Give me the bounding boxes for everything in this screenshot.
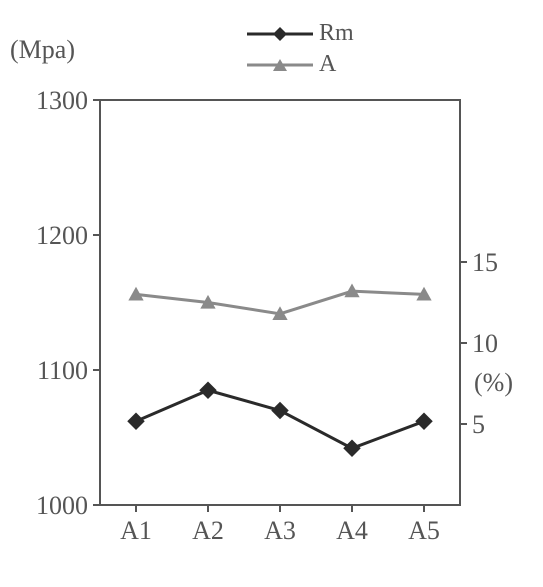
svg-text:5: 5 — [472, 410, 485, 439]
svg-text:1100: 1100 — [37, 356, 88, 385]
svg-text:A2: A2 — [192, 516, 224, 545]
svg-text:A1: A1 — [120, 516, 152, 545]
svg-text:A4: A4 — [336, 516, 368, 545]
series-a — [128, 284, 431, 320]
y2-ticks: 5 10 15 — [460, 248, 498, 439]
svg-text:10: 10 — [472, 329, 498, 358]
svg-text:1200: 1200 — [36, 221, 88, 250]
y1-ticks: 1000 1100 1200 1300 — [36, 86, 100, 520]
chart-container: (Mpa) (%) Rm A 1000110012001300 51015 A1… — [0, 0, 543, 587]
svg-text:15: 15 — [472, 248, 498, 277]
svg-text:A3: A3 — [264, 516, 296, 545]
plot-svg: 1000 1100 1200 1300 5 10 15 A1 A2 A3 A4 A5 — [0, 0, 543, 587]
x-ticks: A1 A2 A3 A4 A5 — [120, 505, 440, 545]
svg-text:1000: 1000 — [36, 491, 88, 520]
axes — [100, 100, 460, 505]
series-rm — [127, 382, 433, 458]
svg-text:A5: A5 — [408, 516, 440, 545]
svg-text:1300: 1300 — [36, 86, 88, 115]
